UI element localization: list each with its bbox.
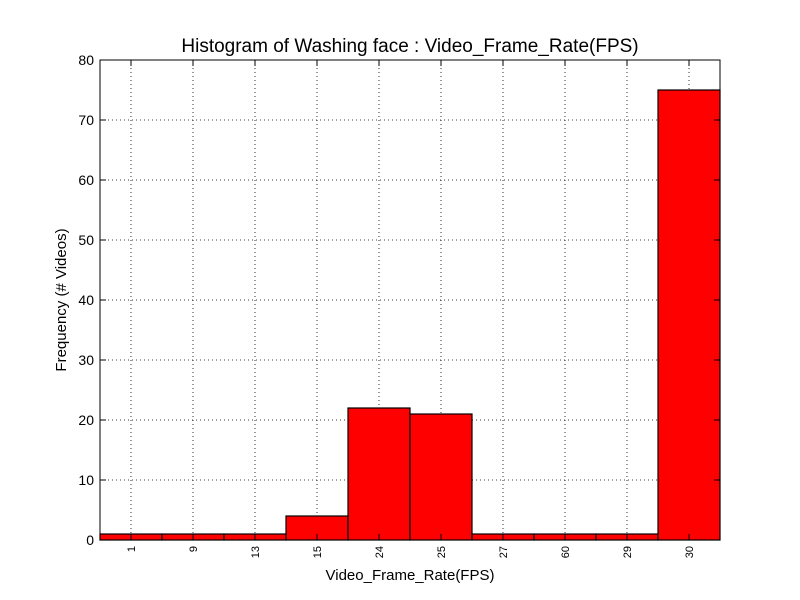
y-tick-label: 80 [78,52,94,68]
x-tick-label: 13 [250,546,262,558]
x-tick-label: 25 [436,546,448,558]
y-tick-label: 60 [78,172,94,188]
y-tick-label: 20 [78,412,94,428]
x-tick-label: 27 [498,546,510,558]
x-tick-label: 9 [188,546,200,552]
x-tick-label: 30 [684,546,696,558]
y-tick-label: 10 [78,472,94,488]
y-tick-label: 30 [78,352,94,368]
bar-30 [657,89,721,541]
ticks: 0 10 20 30 40 50 60 70 80 1 9 13 15 24 25 27 60 29 30 [78,52,720,558]
x-tick-label: 1 [126,546,138,552]
x-tick-label: 60 [560,546,572,558]
x-tick-label: 29 [622,546,634,558]
x-axis-label: Video_Frame_Rate(FPS) [326,567,495,584]
x-tick-label: 24 [374,546,386,558]
x-tick-label: 15 [312,546,324,558]
y-tick-label: 0 [86,532,94,548]
y-tick-label: 70 [78,112,94,128]
y-axis-label: Frequency (# Videos) [53,228,70,371]
chart-title: Histogram of Washing face : Video_Frame_… [181,36,638,57]
y-tick-label: 50 [78,232,94,248]
bar-25 [409,413,473,541]
y-tick-label: 40 [78,292,94,308]
bar-24 [347,407,411,541]
